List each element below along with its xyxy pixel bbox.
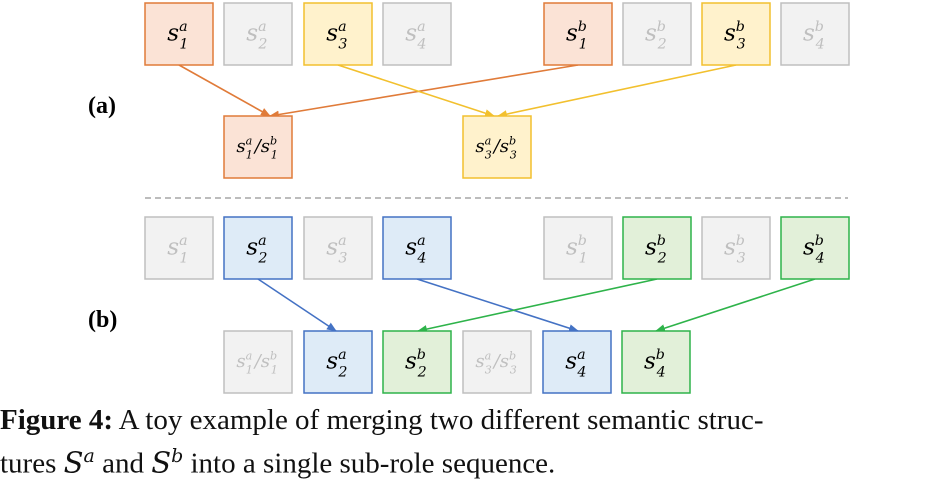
caption-line-2: tures Sa and Sb into a single sub-role s… [0, 438, 946, 482]
arrow-a-s3b [497, 64, 737, 119]
box-a-s4-a-rect [382, 2, 452, 66]
boxes: sa 1 sa 2 sa 3 sa 4 sb 1 sb 2 sb 3 sb 4 sa 1 /sb 1… [144, 2, 850, 394]
box-b-s3-a: sa 3 [303, 216, 373, 280]
caption-and: and [94, 447, 152, 480]
box-a-s4-a-label: sa 4 [405, 19, 428, 53]
box-b-s2-a-label: sa 2 [246, 233, 269, 267]
caption-prefix: tures [0, 447, 64, 480]
box-b-s1-a-rect [144, 216, 214, 280]
box-b-s4-b-rect [780, 216, 850, 280]
box-b-seq-3-rect [382, 330, 452, 394]
arrow-b-s4b [655, 278, 816, 333]
box-a-s1-b-label: sb 1 [566, 19, 590, 53]
box-b-seq-1-label: sa 1 /sb 1 [236, 349, 279, 376]
box-b-seq-3: sb 2 [382, 330, 452, 394]
box-a-s1-a-rect [144, 2, 214, 66]
panel-label-b: (b) [88, 307, 117, 333]
box-b-seq-1-rect [223, 330, 293, 394]
caption-suffix: into a single sub-role sequence. [183, 447, 556, 480]
box-a-s3-a-rect [303, 2, 373, 66]
caption-line-1: Figure 4: A toy example of merging two d… [0, 404, 764, 436]
box-b-seq-5-label: sa 4 [565, 347, 588, 381]
arrow-b-s2b [417, 278, 658, 333]
merge-diagram: (a) (b) sa 1 sa 2 sa 3 sa 4 sb 1 sb 2 sb 3 sb 4 … [88, 2, 850, 394]
caption-text-1: A toy example of merging two different s… [113, 404, 764, 436]
box-b-s2-b-label: sb 2 [645, 233, 669, 267]
box-a-s4-b-label: sb 4 [803, 19, 827, 53]
box-a-s2-b-rect [622, 2, 692, 66]
box-a-s3-b-rect [701, 2, 771, 66]
box-a-s2-b-label: sb 2 [645, 19, 669, 53]
struct-b-sup: b [171, 445, 184, 467]
figure-label: Figure 4: [0, 404, 114, 436]
box-a-s3-a-label: sa 3 [326, 19, 349, 53]
box-b-s4-b-label: sb 4 [803, 233, 827, 267]
box-a-s2-a-rect [223, 2, 293, 66]
box-b-seq-2-rect [303, 330, 373, 394]
box-a-s3-b: sb 3 [701, 2, 771, 66]
arrow-a-s3a [337, 64, 495, 118]
box-a-merged-1: sa 1 /sb 1 [223, 115, 293, 179]
box-b-seq-2: sa 2 [303, 330, 373, 394]
box-b-seq-6-label: sb 4 [644, 347, 668, 381]
box-b-seq-5-rect [542, 330, 612, 394]
box-b-s4-a-rect [382, 216, 452, 280]
box-b-s2-a-rect [223, 216, 293, 280]
box-b-s3-a-label: sa 3 [326, 233, 349, 267]
box-b-s3-a-rect [303, 216, 373, 280]
box-a-s4-a: sa 4 [382, 2, 452, 66]
struct-b-symbol: S [151, 445, 172, 480]
struct-a-symbol: S [63, 445, 84, 480]
box-b-s4-a-label: sa 4 [405, 233, 428, 267]
figure-caption: Figure 4: A toy example of merging two d… [0, 402, 946, 482]
panel-label-a: (a) [88, 93, 116, 119]
box-b-s2-a: sa 2 [223, 216, 293, 280]
box-a-s1-b: sb 1 [543, 2, 613, 66]
box-b-s1-b-rect [543, 216, 613, 280]
box-b-s1-b-label: sb 1 [566, 233, 590, 267]
box-b-s1-a: sa 1 [144, 216, 214, 280]
box-a-s4-b: sb 4 [780, 2, 850, 66]
box-b-seq-1: sa 1 /sb 1 [223, 330, 293, 394]
box-b-s2-b-rect [622, 216, 692, 280]
box-a-merged-1-label: sa 1 /sb 1 [236, 134, 279, 161]
box-a-s2-a: sa 2 [223, 2, 293, 66]
box-a-merged-3: sa 3 /sb 3 [462, 115, 532, 179]
box-b-seq-6-rect [621, 330, 691, 394]
arrow-a-s1b [269, 64, 579, 119]
box-a-s3-a: sa 3 [303, 2, 373, 66]
box-b-seq-4-rect [462, 330, 532, 394]
arrow-a-s1a [178, 64, 271, 117]
box-b-seq-2-label: sa 2 [326, 347, 349, 381]
box-b-s3-b-rect [701, 216, 771, 280]
box-b-seq-3-label: sb 2 [405, 347, 429, 381]
box-a-s1-a-label: sa 1 [167, 19, 190, 53]
box-a-merged-1-rect [223, 115, 293, 179]
box-a-s1-a: sa 1 [144, 2, 214, 66]
box-b-s3-b-label: sb 3 [724, 233, 748, 267]
box-b-s1-a-label: sa 1 [167, 233, 190, 267]
arrow-b-s4a [416, 278, 579, 333]
box-a-s3-b-label: sb 3 [724, 19, 748, 53]
box-a-s1-b-rect [543, 2, 613, 66]
struct-a-sup: a [83, 445, 95, 467]
box-b-seq-5: sa 4 [542, 330, 612, 394]
box-a-merged-3-rect [462, 115, 532, 179]
box-b-seq-6: sb 4 [621, 330, 691, 394]
box-a-s2-b: sb 2 [622, 2, 692, 66]
box-a-merged-3-label: sa 3 /sb 3 [475, 134, 518, 161]
arrow-b-s2a [257, 278, 337, 332]
arrows [178, 64, 816, 333]
box-a-s2-a-label: sa 2 [246, 19, 269, 53]
box-b-s2-b: sb 2 [622, 216, 692, 280]
box-b-seq-4-label: sa 3 /sb 3 [475, 349, 518, 376]
box-b-s3-b: sb 3 [701, 216, 771, 280]
box-a-s4-b-rect [780, 2, 850, 66]
box-b-s1-b: sb 1 [543, 216, 613, 280]
box-b-s4-b: sb 4 [780, 216, 850, 280]
box-b-s4-a: sa 4 [382, 216, 452, 280]
box-b-seq-4: sa 3 /sb 3 [462, 330, 532, 394]
